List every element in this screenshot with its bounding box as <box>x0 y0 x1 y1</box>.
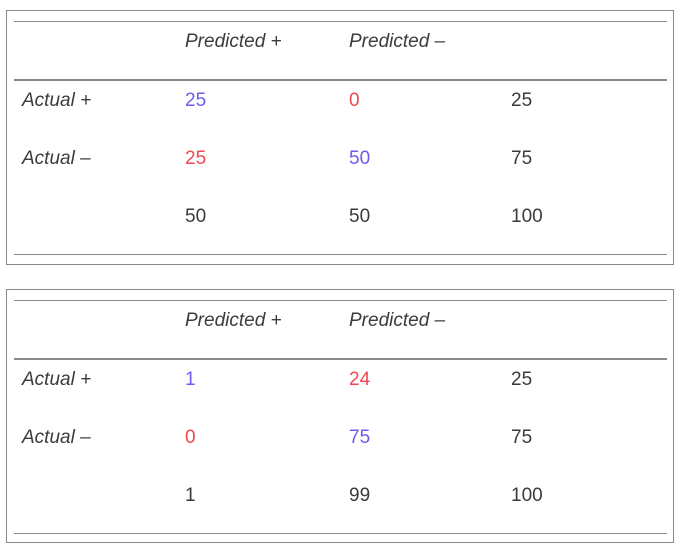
cell-grand-total: 100 <box>511 206 543 227</box>
cell-column-total: 50 <box>185 206 207 227</box>
top-rule <box>14 21 667 22</box>
row-label-actual-positive: Actual + <box>22 369 92 390</box>
header-predicted-positive: Predicted + <box>185 310 282 331</box>
header-rule <box>14 79 667 81</box>
cell-column-total: 99 <box>349 485 371 506</box>
cell-true-negative: 50 <box>349 148 371 169</box>
cell-grand-total: 100 <box>511 485 543 506</box>
header-predicted-positive: Predicted + <box>185 31 282 52</box>
row-label-actual-positive: Actual + <box>22 90 92 111</box>
cell-true-positive: 25 <box>185 90 207 111</box>
cell-true-positive: 1 <box>185 369 196 390</box>
cell-false-negative: 0 <box>349 90 360 111</box>
header-rule <box>14 358 667 360</box>
cell-row-total: 75 <box>511 427 533 448</box>
cell-true-negative: 75 <box>349 427 371 448</box>
cell-false-negative: 24 <box>349 369 371 390</box>
cell-row-total: 75 <box>511 148 533 169</box>
cell-false-positive: 25 <box>185 148 207 169</box>
confusion-matrix-1: Predicted + Predicted – Actual + 25 0 25… <box>6 10 674 265</box>
bottom-rule <box>14 254 667 255</box>
top-rule <box>14 300 667 301</box>
cell-column-total: 50 <box>349 206 371 227</box>
header-predicted-negative: Predicted – <box>349 310 446 331</box>
confusion-matrix-2: Predicted + Predicted – Actual + 1 24 25… <box>6 289 674 543</box>
header-predicted-negative: Predicted – <box>349 31 446 52</box>
cell-row-total: 25 <box>511 90 533 111</box>
row-label-actual-negative: Actual – <box>22 427 91 448</box>
cell-row-total: 25 <box>511 369 533 390</box>
cell-false-positive: 0 <box>185 427 196 448</box>
row-label-actual-negative: Actual – <box>22 148 91 169</box>
bottom-rule <box>14 533 667 534</box>
cell-column-total: 1 <box>185 485 196 506</box>
